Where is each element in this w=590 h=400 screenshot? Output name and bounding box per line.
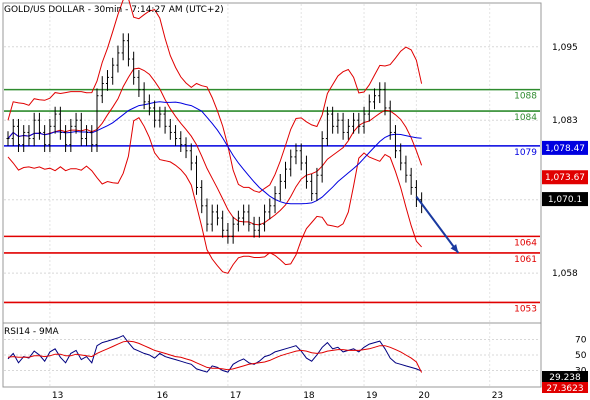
price-grid	[4, 4, 540, 386]
price-box	[542, 192, 588, 207]
x-tick-label: 18	[303, 391, 315, 400]
x-tick-label: 19	[366, 391, 378, 400]
level-label: 1079	[514, 148, 537, 158]
x-tick-label: 13	[52, 391, 63, 400]
middle-band	[7, 67, 423, 226]
x-tick-label: 17	[230, 391, 241, 400]
chart-title: GOLD/US DOLLAR - 30min - 7:14:27 AM (UTC…	[4, 5, 224, 15]
rsi-title: RSI14 - 9MA	[4, 327, 60, 337]
upper-band	[7, 0, 423, 193]
level-label: 1084	[514, 113, 537, 123]
price-tick-label: 1,083	[552, 116, 578, 126]
price-box-label: 1,078.47	[545, 144, 585, 154]
x-axis: 13 16 17 18 19 20 23	[52, 391, 503, 400]
rsi-series-line	[7, 340, 423, 373]
price-box-label: 1,070.1	[548, 195, 582, 205]
x-tick-label: 20	[418, 391, 430, 400]
rsi-value-label: 27.3623	[546, 384, 583, 394]
price-bars	[6, 33, 424, 244]
level-label: 1064	[514, 238, 537, 248]
price-box	[542, 170, 588, 185]
x-tick-label: 23	[492, 391, 503, 400]
level-label: 1088	[514, 92, 537, 102]
rsi-value-box	[542, 371, 588, 382]
lower-band	[7, 117, 422, 274]
forecast-arrow-head	[450, 244, 459, 253]
rsi-value-box	[542, 382, 588, 393]
level-label: 1053	[514, 304, 537, 314]
price-tick-label: 1,058	[552, 269, 578, 279]
rsi-axis: 705030	[575, 336, 587, 377]
rsi-value-label: 29.238	[549, 373, 581, 383]
price-box	[542, 140, 588, 155]
rsi-tick-label: 70	[575, 336, 587, 346]
rsi-series-line	[7, 334, 422, 373]
rsi-tick-label: 50	[575, 351, 587, 361]
forecast-arrow	[415, 196, 460, 254]
bollinger-bands	[7, 0, 423, 274]
price-box-label: 1,073.67	[545, 173, 585, 183]
moving-average	[7, 101, 422, 205]
level-label: 1061	[514, 255, 537, 265]
rsi-lines	[7, 334, 423, 373]
price-boxes: 1,078.47 1,073.67 1,070.1	[542, 140, 588, 207]
forecast-arrow-shaft	[415, 196, 460, 254]
rsi-grid	[4, 339, 540, 371]
price-tick-label: 1,095	[552, 43, 578, 53]
price-panel-frame	[2, 2, 542, 324]
x-tick-label: 16	[157, 391, 169, 400]
